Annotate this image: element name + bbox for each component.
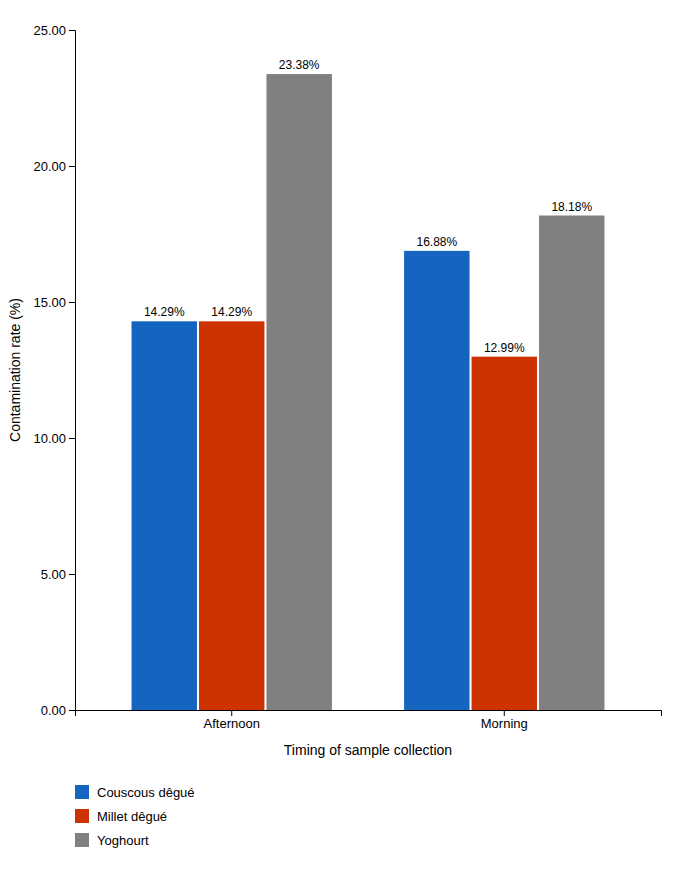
y-tick-label: 15.00 <box>33 295 66 310</box>
bar <box>539 216 604 710</box>
y-axis-line <box>69 31 76 711</box>
y-tick-mark <box>69 166 75 167</box>
y-axis: 0.00 5.00 10.00 15.00 20.00 25.00 <box>33 23 75 718</box>
bar <box>266 74 331 710</box>
data-label: 16.88% <box>416 235 457 249</box>
y-tick: 15.00 <box>33 295 75 310</box>
plot: 14.29% 16.88% 14.29% 12.99% 23.38% 18.18% Afte… <box>7 23 662 848</box>
y-tick-label: 5.00 <box>41 567 66 582</box>
bar <box>404 251 469 710</box>
y-tick: 10.00 <box>33 431 75 446</box>
data-label: 12.99% <box>484 341 525 355</box>
bars <box>132 74 605 710</box>
x-tick: Morning <box>481 710 528 731</box>
legend: Couscous dêgué Millet dêgué Yoghourt <box>75 785 195 848</box>
y-tick: 0.00 <box>41 703 75 718</box>
x-tick-label: Afternoon <box>204 716 260 731</box>
data-label: 18.18% <box>551 200 592 214</box>
legend-swatch <box>75 833 89 847</box>
chart: 14.29% 16.88% 14.29% 12.99% 23.38% 18.18% Afte… <box>0 0 681 880</box>
legend-item: Yoghourt <box>75 833 149 848</box>
y-tick-label: 20.00 <box>33 159 66 174</box>
y-tick-label: 25.00 <box>33 23 66 38</box>
bar <box>199 321 264 710</box>
x-axis: Afternoon Morning <box>76 710 662 731</box>
y-axis-title: Contamination rate (%) <box>7 298 23 442</box>
legend-swatch <box>75 809 89 823</box>
y-tick-mark <box>69 710 75 711</box>
legend-item: Millet dêgué <box>75 809 167 824</box>
y-tick-mark <box>69 302 75 303</box>
data-labels: 14.29% 16.88% 14.29% 12.99% 23.38% 18.18% <box>144 58 593 355</box>
x-tick-mark <box>231 710 232 716</box>
y-tick: 25.00 <box>33 23 75 38</box>
legend-label: Millet dêgué <box>97 809 167 824</box>
y-tick-mark <box>69 438 75 439</box>
y-tick-mark <box>69 574 75 575</box>
bar <box>132 321 197 710</box>
legend-swatch <box>75 785 89 799</box>
y-tick: 5.00 <box>41 567 75 582</box>
data-label: 14.29% <box>211 305 252 319</box>
x-axis-line <box>76 711 662 717</box>
x-tick: Afternoon <box>204 710 260 731</box>
y-tick-label: 10.00 <box>33 431 66 446</box>
legend-item: Couscous dêgué <box>75 785 195 800</box>
x-tick-label: Morning <box>481 716 528 731</box>
x-axis-title: Timing of sample collection <box>284 742 452 758</box>
y-tick-label: 0.00 <box>41 703 66 718</box>
y-tick: 20.00 <box>33 159 75 174</box>
bar <box>472 357 537 710</box>
y-tick-mark <box>69 30 75 31</box>
legend-label: Couscous dêgué <box>97 785 195 800</box>
data-label: 23.38% <box>279 58 320 72</box>
legend-label: Yoghourt <box>97 833 149 848</box>
x-tick-mark <box>504 710 505 716</box>
data-label: 14.29% <box>144 305 185 319</box>
